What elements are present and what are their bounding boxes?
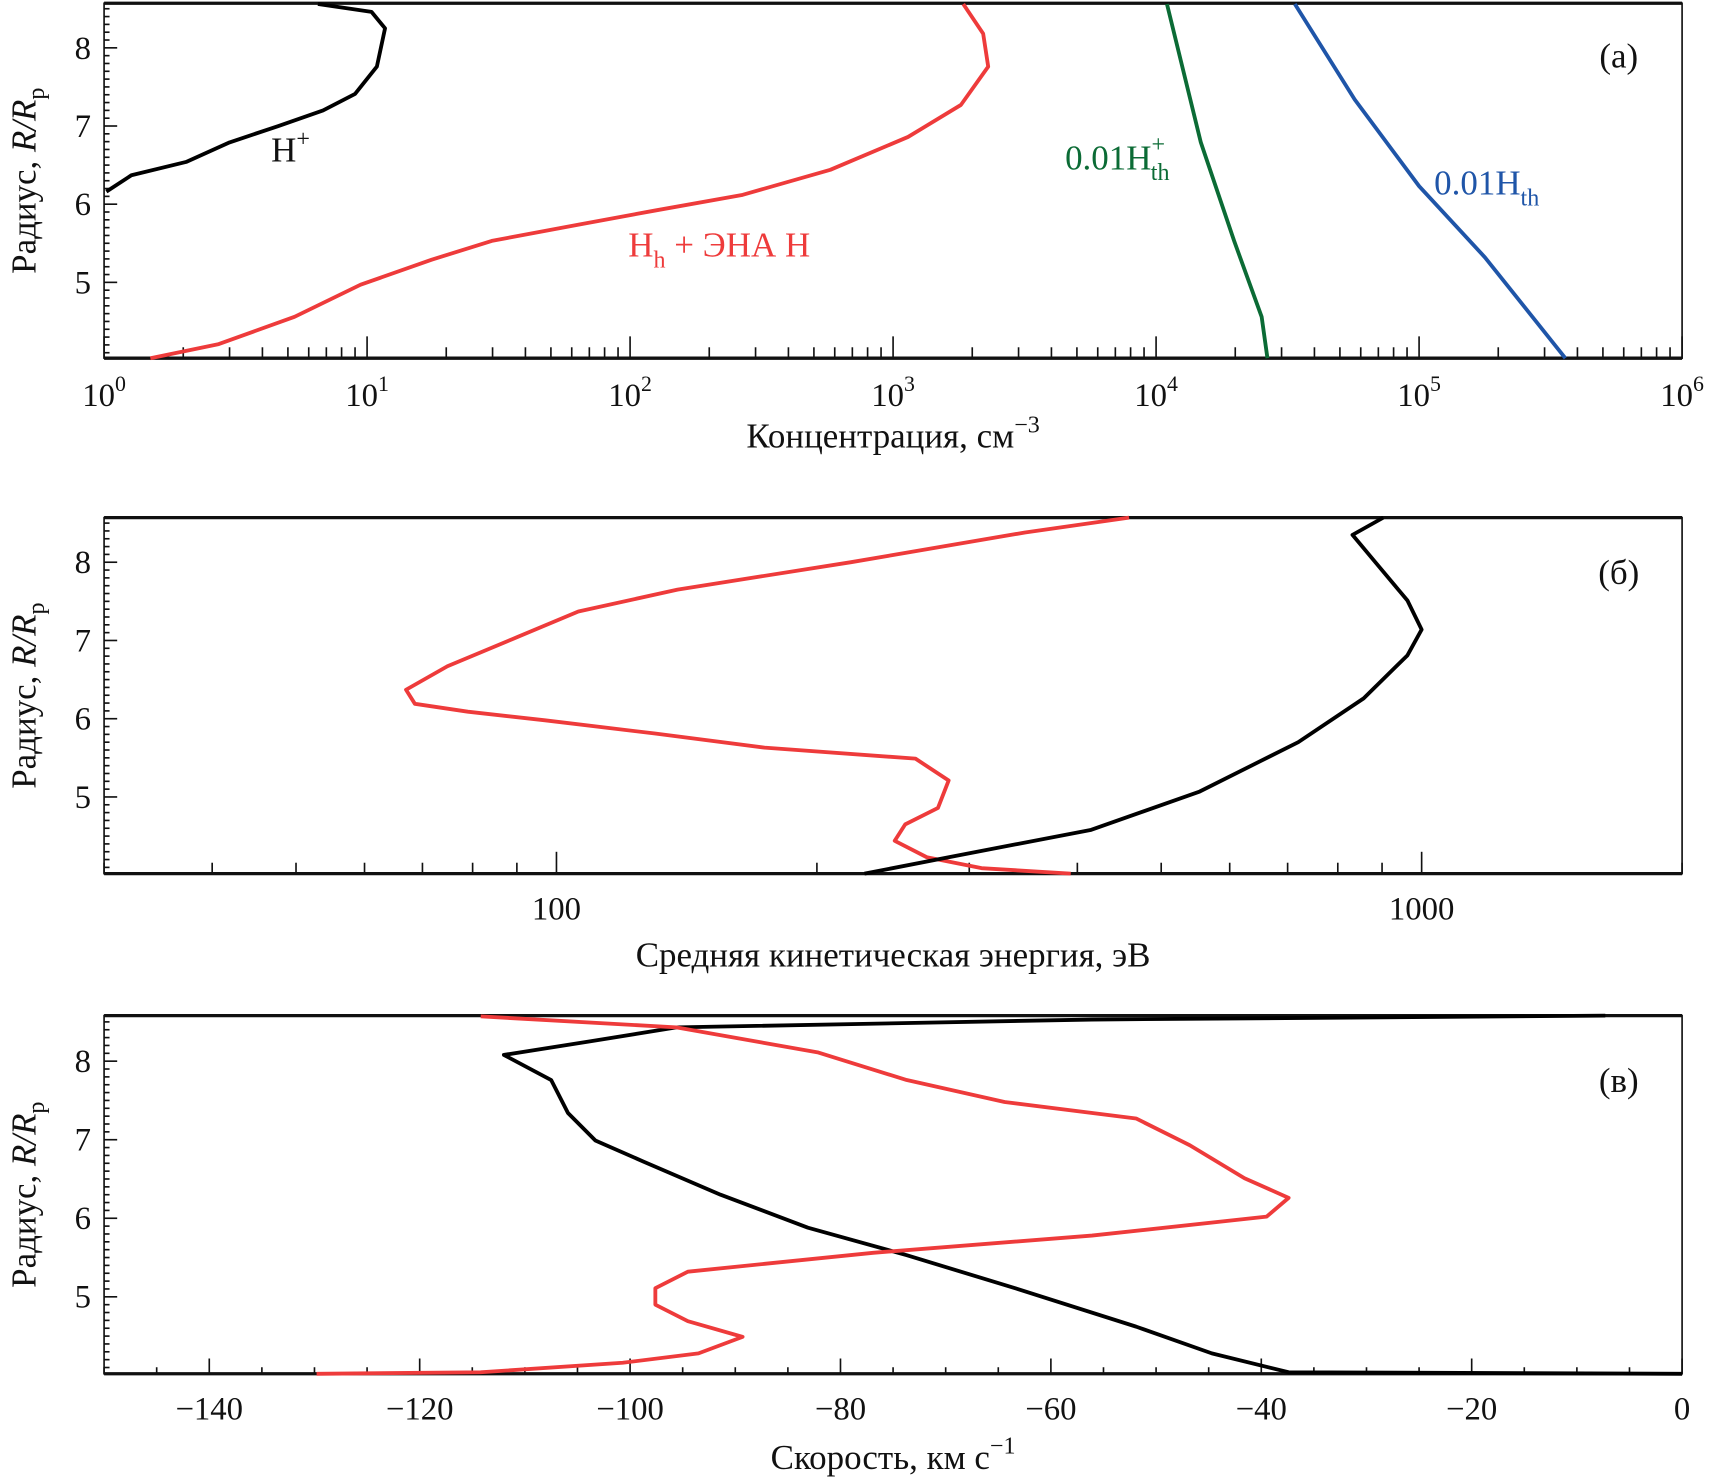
x-axis-label-sup: −3 <box>1014 412 1040 438</box>
y-tick-label: 8 <box>75 545 91 581</box>
tick-base: 10 <box>345 378 378 414</box>
tick-base: 10 <box>871 378 904 414</box>
annotation-base: H <box>628 226 653 265</box>
x-axis-label: Концентрация, см−3 <box>746 412 1039 455</box>
x-tick-label: −40 <box>1236 1392 1287 1428</box>
x-axis-label-sup: −1 <box>990 1434 1016 1460</box>
tick-base: 10 <box>1397 378 1430 414</box>
x-tick-label: −80 <box>815 1392 866 1428</box>
tick-exponent: 3 <box>904 372 915 396</box>
annotation-sub: th <box>1151 160 1170 186</box>
x-tick-label: −20 <box>1446 1392 1497 1428</box>
y-tick-label: 7 <box>75 109 91 145</box>
panel-label: (б) <box>1598 553 1639 592</box>
y-axis-label-text: Радиус, <box>4 1166 43 1288</box>
x-axis-label-text: Скорость, км с <box>771 1438 990 1477</box>
x-tick-label: 105 <box>1397 372 1441 414</box>
tick-exponent: 5 <box>1430 372 1441 396</box>
series-line-4 <box>1293 3 1567 360</box>
y-axis-label-sub: p <box>24 1102 50 1114</box>
tick-base: 10 <box>82 378 115 414</box>
series-annotation: 0.01H+ th <box>1065 132 1169 186</box>
annotation-base: H <box>271 131 296 170</box>
annotation-sup: + <box>1151 132 1165 158</box>
annotation-base: 0.01H <box>1065 138 1151 177</box>
x-tick-label: 101 <box>345 372 389 414</box>
annotation-sup: + <box>296 126 310 152</box>
y-axis-label-italic: R/R <box>4 615 43 668</box>
y-axis-label: Радиус, R/Rp <box>4 603 50 789</box>
series-line-1 <box>501 1013 1683 1376</box>
panel-2: 5 6 7 8 100 1000 Средняя кинетическая энергия,… <box>4 515 1683 974</box>
series-line-1 <box>404 515 1130 876</box>
y-axis-label: Радиус, R/Rp <box>4 88 50 274</box>
y-axis-label-text: Радиус, <box>4 667 43 789</box>
panel-3: 5 6 7 8 −140 −120 −100 −80 −60 −40 −20 0 Скорость, к… <box>4 1013 1690 1477</box>
x-tick-label: 106 <box>1660 372 1704 414</box>
x-axis-label-text: Средняя кинетическая энергия, эВ <box>636 935 1151 974</box>
y-tick-label: 8 <box>75 31 91 67</box>
panel-label: (а) <box>1599 37 1638 76</box>
y-axis-label-italic: R/R <box>4 1114 43 1167</box>
tick-base: 10 <box>1134 378 1167 414</box>
y-axis-label-text: Радиус, <box>4 152 43 274</box>
y-axis-label-sub: p <box>24 603 50 615</box>
series-line-2 <box>316 1014 1291 1376</box>
plot-frame <box>103 516 1683 875</box>
y-tick-label: 5 <box>75 265 91 301</box>
tick-exponent: 1 <box>378 372 389 396</box>
y-axis-label-italic: R/R <box>4 100 43 153</box>
y-tick-label: 7 <box>75 623 91 659</box>
annotation-sub: h <box>653 248 665 274</box>
tick-exponent: 2 <box>641 372 652 396</box>
series-annotation: H+ <box>271 126 310 169</box>
tick-exponent: 0 <box>115 372 126 396</box>
x-axis-label: Средняя кинетическая энергия, эВ <box>636 935 1151 974</box>
y-tick-label: 6 <box>75 702 91 738</box>
y-tick-label: 6 <box>75 1201 91 1237</box>
x-tick-label: 102 <box>608 372 652 414</box>
x-tick-label: −140 <box>175 1392 243 1428</box>
tick-exponent: 6 <box>1693 372 1704 396</box>
annotation-sub: th <box>1521 185 1540 211</box>
annotation-rest: + ЭНА H <box>666 226 811 265</box>
x-axis-label: Скорость, км с−1 <box>771 1434 1016 1477</box>
tick-base: 10 <box>1660 378 1693 414</box>
plot-frame <box>103 1014 1683 1375</box>
x-axis-label-text: Концентрация, см <box>746 417 1014 456</box>
y-tick-label: 8 <box>75 1044 91 1080</box>
y-tick-label: 5 <box>75 780 91 816</box>
series-line-2 <box>864 515 1424 876</box>
y-axis-label-sub: p <box>24 88 50 100</box>
y-axis-label: Радиус, R/Rp <box>4 1102 50 1288</box>
x-tick-label: 103 <box>871 372 915 414</box>
panel-label: (в) <box>1599 1061 1639 1100</box>
x-tick-label: 0 <box>1674 1392 1690 1428</box>
y-tick-label: 7 <box>75 1123 91 1159</box>
x-tick-label: −120 <box>386 1392 454 1428</box>
y-tick-label: 6 <box>75 187 91 223</box>
series-line-3 <box>1165 3 1270 359</box>
tick-exponent: 4 <box>1167 372 1178 396</box>
x-tick-label: 100 <box>532 892 581 928</box>
tick-base: 10 <box>608 378 641 414</box>
x-tick-label: −100 <box>596 1392 664 1428</box>
x-tick-label: 100 <box>82 372 126 414</box>
x-tick-label: 104 <box>1134 372 1178 414</box>
series-annotation: Hh + ЭНА H <box>628 226 810 274</box>
series-line-1 <box>105 2 387 194</box>
x-tick-label: 1000 <box>1389 892 1455 928</box>
y-tick-label: 5 <box>75 1280 91 1316</box>
x-tick-label: −60 <box>1025 1392 1076 1428</box>
series-line-2 <box>149 2 991 361</box>
series-annotation: 0.01Hth <box>1434 163 1539 211</box>
annotation-base: 0.01H <box>1434 163 1520 202</box>
